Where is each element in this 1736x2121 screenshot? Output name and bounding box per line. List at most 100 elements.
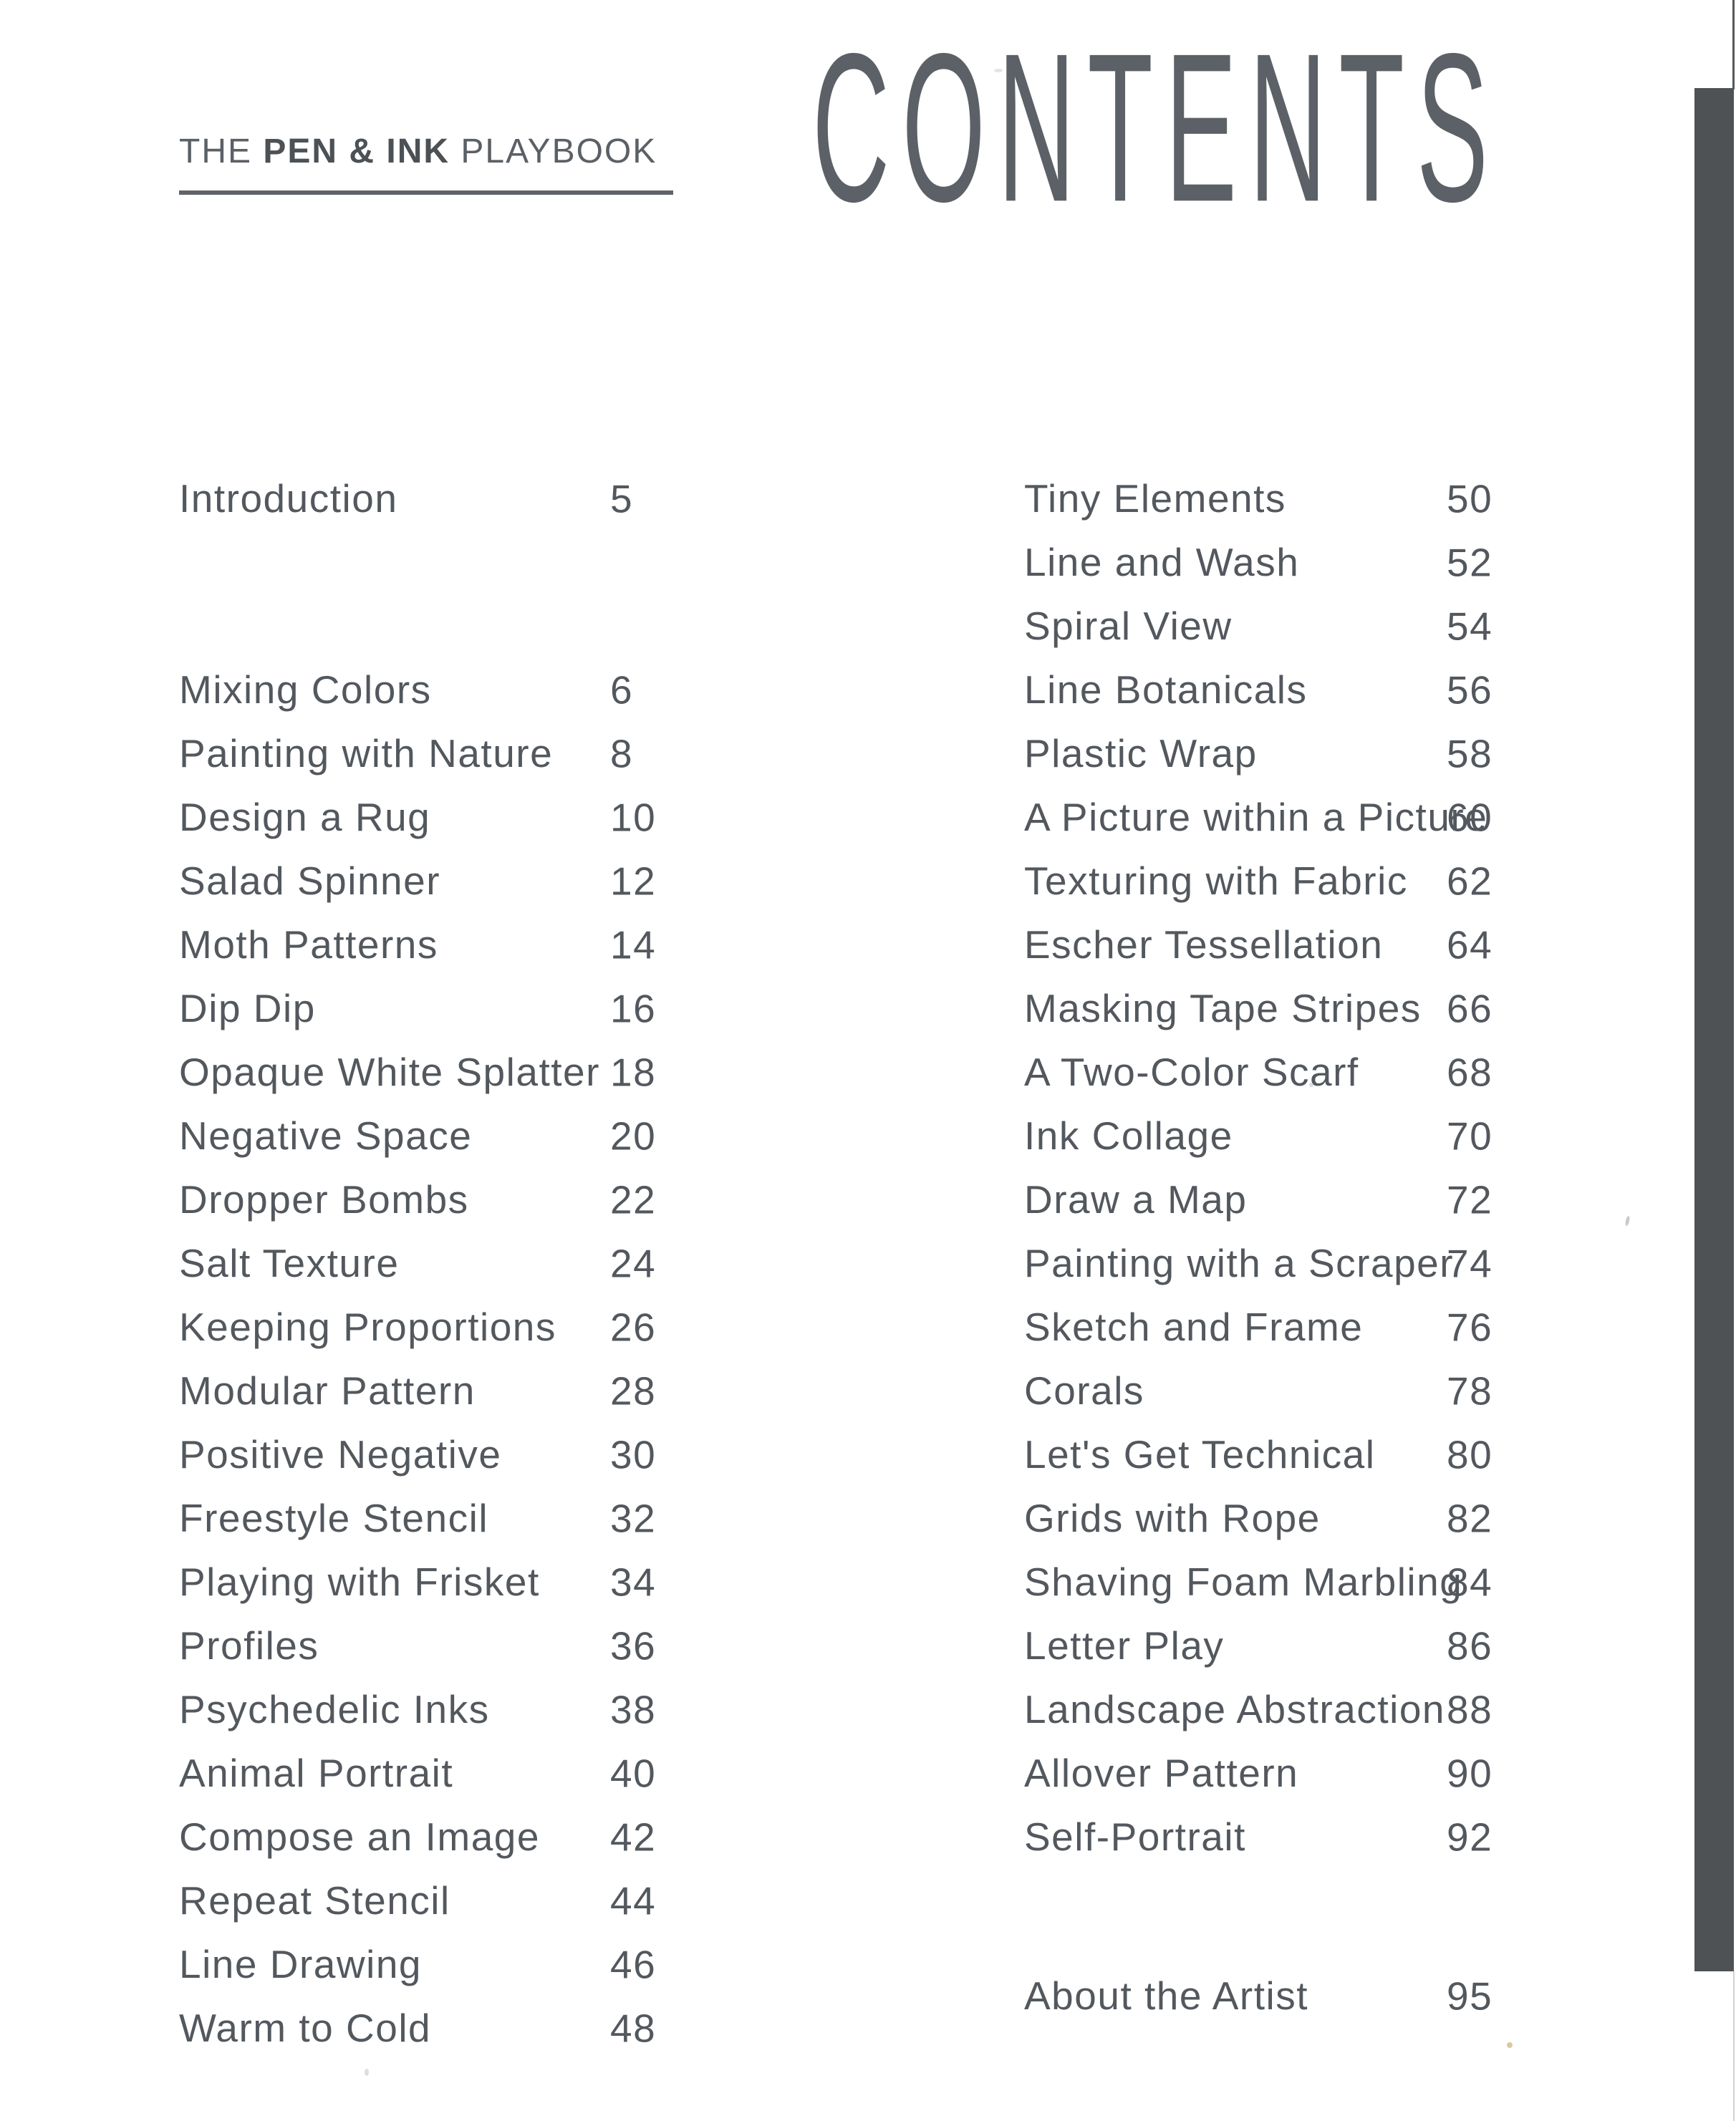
toc-column-left: Introduction 5 Mixing Colors 6 Painting with… (179, 467, 730, 2060)
toc-entry-label: Let's Get Technical (1024, 1432, 1376, 1477)
toc-row: A Two-Color Scarf 68 (1024, 1040, 1576, 1104)
toc-entry-page: 82 (1447, 1496, 1493, 1540)
toc-entry-label: Playing with Frisket (179, 1560, 540, 1604)
toc-entry-page: 12 (610, 859, 657, 903)
toc-row: Animal Portrait 40 (179, 1741, 730, 1805)
toc-entry-label: Salad Spinner (179, 859, 441, 903)
toc-entry-page: 86 (1447, 1623, 1493, 1668)
page-edge-line-bottom (1733, 1971, 1735, 2121)
toc-row: Dip Dip 16 (179, 977, 730, 1040)
toc-entry-label: Tiny Elements (1024, 476, 1286, 521)
toc-entry-page: 10 (610, 795, 657, 839)
toc-entry-page: 56 (1447, 667, 1493, 712)
toc-row: Line Drawing 46 (179, 1933, 730, 1996)
toc-row: Corals 78 (1024, 1359, 1576, 1423)
toc-entry-label: Repeat Stencil (179, 1878, 450, 1923)
book-title-pre: THE (179, 132, 264, 170)
toc-entry-page: 46 (610, 1942, 657, 1986)
toc-entry-label: Positive Negative (179, 1432, 502, 1477)
toc-entry-label: Introduction (179, 476, 398, 521)
toc-row: Compose an Image 42 (179, 1805, 730, 1869)
toc-entry-page: 80 (1447, 1432, 1493, 1477)
toc-entry-label: Painting with Nature (179, 731, 554, 776)
toc-entry-page: 32 (610, 1496, 657, 1540)
toc-entry-page: 66 (1447, 986, 1493, 1030)
toc-row: Profiles 36 (179, 1614, 730, 1678)
toc-entry-page: 95 (1447, 1973, 1493, 2018)
toc-row: Escher Tessellation 64 (1024, 913, 1576, 977)
toc-entry-label: Salt Texture (179, 1241, 400, 1285)
toc-spacer (1024, 1869, 1576, 1964)
toc-entry-label: Self-Portrait (1024, 1815, 1246, 1859)
toc-entry-page: 50 (1447, 476, 1493, 521)
toc-row: About the Artist 95 (1024, 1964, 1576, 2028)
toc-entry-page: 44 (610, 1878, 657, 1923)
toc-entry-label: Ink Collage (1024, 1113, 1233, 1158)
toc-row: Negative Space 20 (179, 1104, 730, 1168)
toc-row: Draw a Map 72 (1024, 1168, 1576, 1232)
toc-row: Positive Negative 30 (179, 1423, 730, 1487)
toc-entry-page: 52 (1447, 540, 1493, 584)
toc-entry-label: Opaque White Splatter (179, 1050, 600, 1094)
page-edge-line-top (1732, 0, 1735, 90)
toc-entry-page: 26 (610, 1305, 657, 1349)
toc-entry-label: Animal Portrait (179, 1751, 454, 1795)
book-title-highlight: PEN & INK (263, 132, 450, 170)
scan-speck (1507, 2042, 1513, 2048)
toc-entry-label: Moth Patterns (179, 922, 438, 967)
toc-entry-label: Modular Pattern (179, 1368, 476, 1413)
book-title: THE PEN & INK PLAYBOOK (179, 135, 657, 169)
toc-entry-page: 16 (610, 986, 657, 1030)
toc-entry-label: Dip Dip (179, 986, 316, 1030)
toc-entry-page: 6 (610, 667, 634, 712)
toc-entry-label: Corals (1024, 1368, 1144, 1413)
toc-entry-label: Line and Wash (1024, 540, 1300, 584)
toc-entry-label: Plastic Wrap (1024, 731, 1258, 776)
toc-entry-page: 54 (1447, 604, 1493, 648)
toc-row: Moth Patterns 14 (179, 913, 730, 977)
toc-entry-page: 64 (1447, 922, 1493, 967)
toc-entry-page: 62 (1447, 859, 1493, 903)
toc-row: Salt Texture 24 (179, 1232, 730, 1295)
toc-entry-label: Negative Space (179, 1113, 473, 1158)
toc-row: Painting with Nature 8 (179, 722, 730, 786)
toc-row: Self-Portrait 92 (1024, 1805, 1576, 1869)
toc-entry-page: 20 (610, 1113, 657, 1158)
toc-entry-page: 60 (1447, 795, 1493, 839)
toc-entry-page: 34 (610, 1560, 657, 1604)
toc-entry-page: 74 (1447, 1241, 1493, 1285)
toc-entry-page: 72 (1447, 1177, 1493, 1222)
toc-entry-page: 92 (1447, 1815, 1493, 1859)
toc-spacer (179, 531, 730, 658)
title-rule (179, 190, 673, 195)
toc-entry-label: Mixing Colors (179, 667, 432, 712)
toc-entry-page: 28 (610, 1368, 657, 1413)
toc-entry-label: Keeping Proportions (179, 1305, 556, 1349)
toc-row: Keeping Proportions 26 (179, 1295, 730, 1359)
page-edge-bar (1694, 88, 1734, 1971)
toc-row: Playing with Frisket 34 (179, 1550, 730, 1614)
toc-entry-page: 84 (1447, 1560, 1493, 1604)
toc-entry-label: Compose an Image (179, 1815, 540, 1859)
toc-entry-page: 68 (1447, 1050, 1493, 1094)
toc-entry-label: Spiral View (1024, 604, 1233, 648)
toc-row: Texturing with Fabric 62 (1024, 849, 1576, 913)
scan-speck (1624, 1215, 1631, 1227)
toc-entry-page: 8 (610, 731, 634, 776)
toc-row: Spiral View 54 (1024, 594, 1576, 658)
toc-entry-page: 76 (1447, 1305, 1493, 1349)
toc-entry-label: Masking Tape Stripes (1024, 986, 1422, 1030)
toc-row: Salad Spinner 12 (179, 849, 730, 913)
toc-entry-label: Letter Play (1024, 1623, 1225, 1668)
toc-row: Allover Pattern 90 (1024, 1741, 1576, 1805)
scan-speck (994, 69, 1003, 72)
toc-entry-page: 40 (610, 1751, 657, 1795)
toc-entry-label: Profiles (179, 1623, 319, 1668)
toc-entry-label: Painting with a Scraper (1024, 1241, 1455, 1285)
toc-row: Dropper Bombs 22 (179, 1168, 730, 1232)
toc-entry-label: About the Artist (1024, 1973, 1308, 2018)
toc-row: Design a Rug 10 (179, 786, 730, 849)
toc-entry-page: 88 (1447, 1687, 1493, 1731)
toc-row: Sketch and Frame 76 (1024, 1295, 1576, 1359)
toc-entry-label: Landscape Abstraction (1024, 1687, 1445, 1731)
